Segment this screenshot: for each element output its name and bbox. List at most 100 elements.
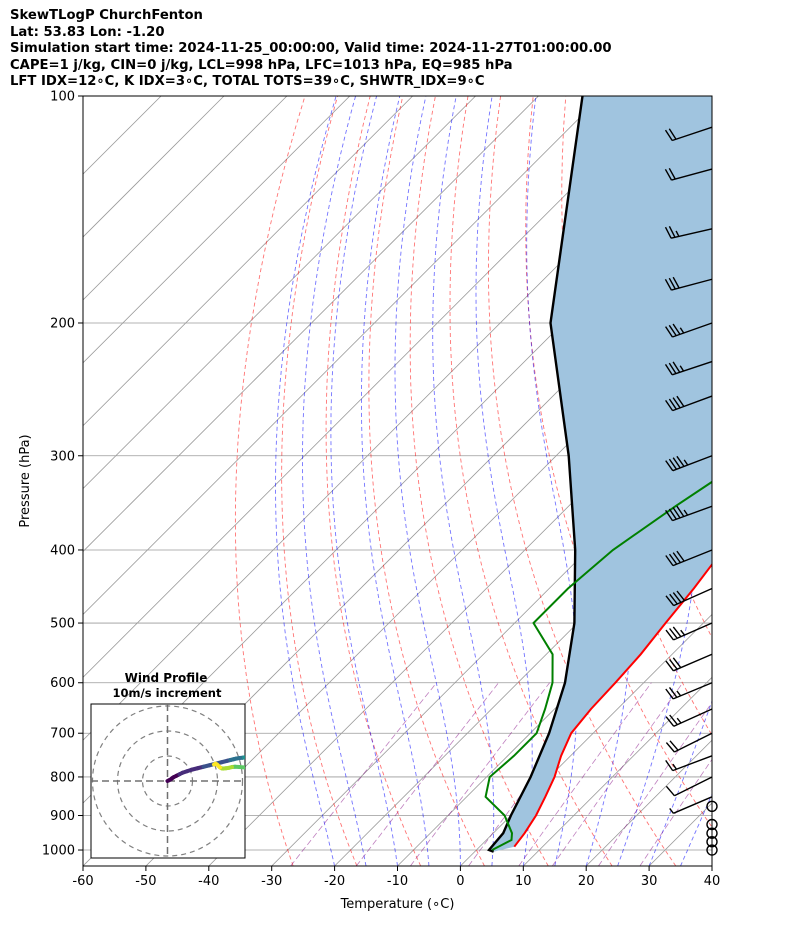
isotherm-line [83, 96, 225, 238]
calm-wind-circle [706, 844, 718, 856]
y-tick-label: 200 [50, 316, 75, 331]
wind-barb [665, 622, 713, 641]
calm-wind-circle [706, 827, 718, 839]
wind-barb [665, 549, 713, 567]
time-line: Simulation start time: 2024-11-25_00:00:… [10, 41, 612, 57]
isotherm-line [83, 96, 665, 678]
inset-title: Wind Profile [125, 671, 208, 685]
isotherm-line [83, 96, 539, 553]
dry-adiabat [325, 96, 422, 866]
x-tick-label: 30 [641, 874, 658, 889]
isotherm-line [83, 96, 476, 490]
wind-barb [664, 167, 713, 181]
wind-barb [664, 225, 713, 239]
profile-lines [484, 96, 712, 853]
wind-barb [665, 755, 713, 772]
wind-barbs [664, 126, 718, 856]
y-tick-label: 700 [50, 727, 75, 742]
wind-barb [665, 682, 713, 700]
moist-adiabat [711, 864, 712, 866]
moist-adiabat [330, 96, 398, 866]
wind-barb [665, 395, 713, 412]
moist-adiabat [648, 699, 712, 866]
moist-adiabat [432, 96, 495, 866]
y-tick-label: 100 [50, 90, 75, 105]
moist-adiabat [275, 96, 337, 866]
isotherm-line [145, 299, 712, 866]
hodo-segment [258, 766, 263, 767]
dry-adiabat [409, 96, 549, 866]
parameters-line: CAPE=1 j/kg, CIN=0 j/kg, LCL=998 hPa, LF… [10, 57, 513, 73]
wind-barb [665, 653, 713, 672]
y-tick-label: 1000 [42, 844, 75, 859]
wind-barb [664, 360, 713, 376]
wind-barb [665, 708, 713, 727]
mixing-ratio-line [290, 682, 437, 866]
isotherm-line [334, 488, 712, 866]
x-tick-label: -30 [261, 874, 282, 889]
dry-adiabat [761, 96, 794, 866]
inset-subtitle: 10m/s increment [113, 686, 222, 700]
x-tick-label: 40 [704, 874, 721, 889]
mixing-ratio-line [468, 682, 605, 866]
parcel-path-line [486, 96, 584, 853]
x-axis-label: Temperature (∘C) [340, 897, 455, 912]
calm-wind-circle [706, 818, 718, 831]
x-tick-label: 20 [578, 874, 595, 889]
hodo-segment [256, 759, 259, 761]
mixing-ratio-line [639, 758, 712, 866]
moist-adiabat [680, 793, 712, 866]
wind-barb [665, 732, 713, 753]
chart-header: SkewTLogP ChurchFenton Lat: 53.83 Lon: -… [10, 8, 612, 91]
isotherm-line [460, 613, 712, 866]
y-tick-label: 900 [50, 809, 75, 824]
y-axis-label: Pressure (hPa) [18, 434, 33, 527]
x-tick-label: -20 [324, 874, 345, 889]
y-tick-label: 800 [50, 770, 75, 785]
moist-adiabat [361, 96, 430, 866]
y-tick-label: 600 [50, 676, 75, 691]
hodo-segment [212, 761, 218, 767]
x-tick-label: -10 [387, 874, 408, 889]
x-tick-label: 10 [515, 874, 532, 889]
axes: -60 -50 -40 -30 -20 -10 0 10 20 30 40 1000 900 800 700… [18, 90, 720, 913]
wind-barb [665, 455, 713, 472]
wind-barb [665, 776, 713, 797]
isotherm-line [711, 865, 712, 866]
temperature-line [513, 562, 712, 848]
isotherm-line [397, 550, 712, 866]
cape-area [489, 96, 712, 852]
location-line: Lat: 53.83 Lon: -1.20 [10, 24, 165, 40]
x-tick-label: -50 [135, 874, 156, 889]
x-tick-label: 0 [456, 874, 464, 889]
wind-barb [665, 322, 713, 338]
mixing-ratio-line [410, 682, 550, 866]
isotherm-line [523, 676, 712, 866]
wind-barb [665, 505, 713, 522]
mixing-ratio-line [355, 682, 499, 866]
y-tick-label: 300 [50, 449, 75, 464]
isotherm-line [83, 96, 288, 301]
dry-adiabat [525, 96, 712, 828]
wind-barb [664, 126, 713, 142]
mixing-ratio-line [551, 682, 684, 866]
dry-adiabat [729, 96, 794, 866]
dry-adiabat [449, 96, 613, 866]
isotherm-line [83, 96, 413, 427]
dry-adiabat [234, 96, 306, 866]
x-tick-label: -60 [72, 874, 93, 889]
hodo-segment [259, 760, 262, 762]
indices-line: LFT IDX=12∘C, K IDX=3∘C, TOTAL TOTS=39∘C… [10, 74, 485, 90]
wind-barb [665, 587, 713, 607]
moist-adiabat [394, 96, 461, 866]
mixing-ratio-line [598, 701, 712, 866]
x-tick-label: -40 [198, 874, 219, 889]
y-tick-label: 500 [50, 617, 75, 632]
isotherm-line [83, 96, 351, 364]
wind-barb [664, 276, 713, 291]
inset-plot-area [91, 704, 263, 858]
chart-title: SkewTLogP ChurchFenton [10, 8, 203, 23]
isotherm-line [83, 96, 602, 615]
